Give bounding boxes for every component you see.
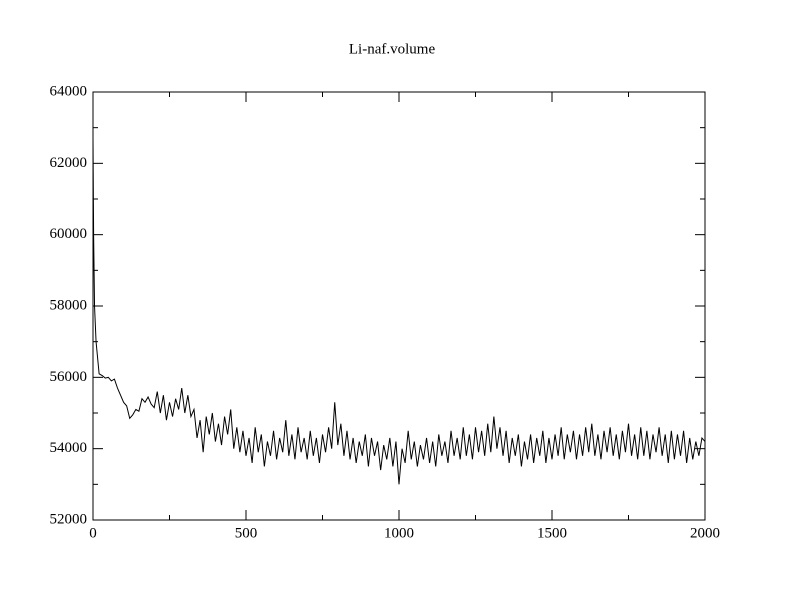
y-tick-label: 54000: [50, 440, 88, 456]
y-tick-label: 56000: [50, 369, 88, 385]
x-tick-label: 1000: [384, 525, 414, 541]
chart-title: Li-naf.volume: [349, 41, 436, 57]
y-tick-label: 62000: [50, 155, 88, 171]
x-tick-label: 2000: [690, 525, 720, 541]
x-tick-label: 1500: [537, 525, 567, 541]
x-tick-label: 0: [89, 525, 97, 541]
y-tick-label: 64000: [50, 83, 88, 99]
x-tick-label: 500: [235, 525, 258, 541]
y-tick-label: 60000: [50, 226, 88, 242]
y-tick-label: 58000: [50, 297, 88, 313]
data-line: [92, 138, 706, 485]
y-tick-label: 52000: [50, 511, 88, 527]
